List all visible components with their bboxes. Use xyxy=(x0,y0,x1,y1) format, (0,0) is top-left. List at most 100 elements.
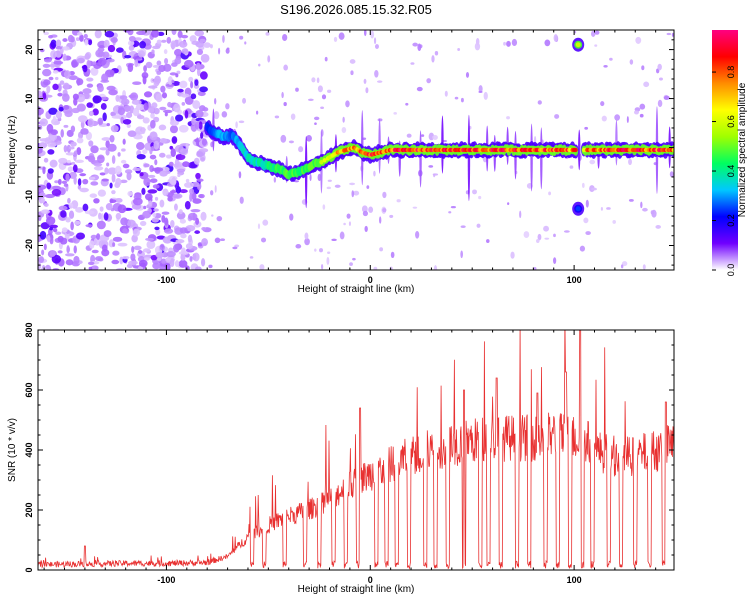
spectrogram-cell xyxy=(175,73,179,78)
spectrogram-cell xyxy=(67,34,74,43)
spectrogram-x-ticks: -100 0 100 xyxy=(43,30,657,285)
spectrogram-cell xyxy=(181,102,186,106)
spectrogram-cell xyxy=(326,186,331,190)
spectrogram-cell xyxy=(295,244,302,249)
spectrogram-cell xyxy=(366,185,370,189)
spectrogram-cell xyxy=(71,107,81,114)
spectrogram-cell xyxy=(109,134,115,143)
spectrogram-cell xyxy=(184,110,189,119)
spectrogram-cell xyxy=(43,157,49,163)
spectrogram-cell xyxy=(189,35,197,43)
spectrogram-cell xyxy=(189,188,195,195)
spectrogram-cell xyxy=(147,174,156,178)
spectrogram-cell xyxy=(195,266,202,270)
spectrogram-cell xyxy=(257,223,261,230)
spectrogram-cell xyxy=(115,178,122,186)
spectrogram-cell xyxy=(196,48,204,56)
spectrogram-cell xyxy=(96,233,101,240)
spectrogram-cell xyxy=(154,159,158,166)
spectrogram-cell xyxy=(45,94,53,98)
spectrogram-cell xyxy=(214,98,217,105)
spectrogram-cell xyxy=(117,204,127,214)
spectrogram-cell xyxy=(152,184,160,189)
spectrogram-cell xyxy=(112,250,120,256)
spectrogram-cell xyxy=(62,53,67,62)
spectrogram-cell xyxy=(150,146,155,152)
spectrogram-cell xyxy=(167,76,173,85)
spectrogram-cell xyxy=(187,234,193,243)
colorbar-tick-label: 0.4 xyxy=(726,165,736,178)
spectrogram-cell xyxy=(123,30,131,33)
spectrogram-cell xyxy=(83,33,88,39)
spectrogram-cell xyxy=(364,225,368,232)
spectrogram-cell xyxy=(122,228,128,234)
spectrogram-cell xyxy=(170,190,177,194)
spectrogram-cell xyxy=(128,45,135,51)
spectrogram-cell xyxy=(421,134,425,137)
spectrogram-cell xyxy=(589,159,596,165)
spectrogram-cell xyxy=(116,47,124,53)
spectrogram-cell xyxy=(142,75,147,85)
spectrogram-cell xyxy=(225,103,230,110)
spectrogram-cell xyxy=(416,86,423,92)
y-tick-label: 200 xyxy=(24,502,34,517)
spectrogram-cell xyxy=(90,265,99,270)
spectrogram-cell xyxy=(216,215,223,222)
spectrogram-cell xyxy=(361,205,368,213)
spectrogram-cell xyxy=(309,173,312,182)
spectrogram-cell xyxy=(169,72,177,76)
spectrogram-cell xyxy=(374,69,379,78)
spectrogram-cell xyxy=(63,124,69,128)
spectrogram-cell xyxy=(96,154,105,164)
spectrogram-cell xyxy=(373,170,376,177)
spectrogram-cell xyxy=(101,178,110,182)
spectrogram-cell xyxy=(142,210,152,219)
spectrogram-cell xyxy=(238,120,245,124)
spectrogram-cell xyxy=(192,252,200,262)
spectrogram-cell xyxy=(195,62,201,71)
spectrogram-cell xyxy=(135,103,145,111)
spectrogram-cell xyxy=(162,109,173,114)
spectrogram-cell xyxy=(288,140,295,144)
spectrogram-cell xyxy=(114,198,123,203)
spectrogram-cell xyxy=(119,256,124,265)
spectrogram-cell xyxy=(75,37,80,41)
spectrogram-cell xyxy=(188,76,194,83)
spectrogram-cell xyxy=(65,259,74,266)
spectrogram-cell xyxy=(174,158,180,168)
spectrogram-cell xyxy=(232,246,238,250)
spectrogram-cell xyxy=(136,142,145,151)
spectrogram-cell xyxy=(141,187,146,195)
spectrogram-cell xyxy=(91,249,99,254)
spectrogram-cell xyxy=(181,247,186,255)
spectrogram-cell xyxy=(39,138,50,142)
spectrogram-cell xyxy=(658,77,663,81)
spectrogram-cell xyxy=(281,91,284,99)
spectrogram-cell xyxy=(370,30,375,39)
spectrogram-cell xyxy=(90,234,97,240)
spectrogram-cell xyxy=(198,121,203,130)
spectrogram-cell xyxy=(152,212,157,217)
spectrogram-cell xyxy=(134,58,139,68)
spectrogram-cell xyxy=(41,249,45,256)
spectrogram-cell xyxy=(322,158,327,163)
spectrogram-cell xyxy=(222,35,225,43)
spectrogram-cell xyxy=(606,207,611,210)
spectrogram-cell xyxy=(195,172,201,180)
spectrogram-cell xyxy=(170,148,176,158)
spectrogram-cell xyxy=(63,70,71,79)
spectrogram-cell xyxy=(579,245,586,252)
spectrogram-cell xyxy=(180,233,187,239)
spectrogram-cell xyxy=(73,150,78,157)
spectrogram-cell xyxy=(478,195,482,200)
spectrogram-cell xyxy=(506,40,511,47)
spectrogram-cell xyxy=(316,77,320,84)
spectrogram-cell xyxy=(419,130,422,188)
spectrogram-cell xyxy=(234,244,240,248)
spectrogram-cell xyxy=(147,107,155,113)
spectrogram-cell xyxy=(351,190,355,198)
spectrogram-cell xyxy=(80,128,89,135)
spectrogram-cell xyxy=(115,212,122,220)
spectrogram-cell xyxy=(142,248,151,253)
spectrogram-cell xyxy=(174,144,184,153)
